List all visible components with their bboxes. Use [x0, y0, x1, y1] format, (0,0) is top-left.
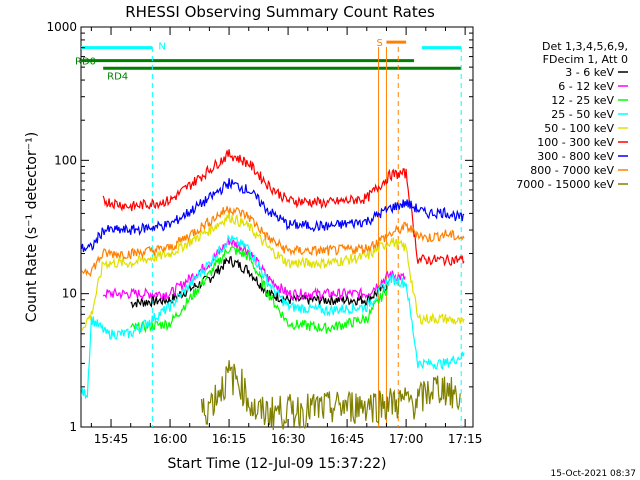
legend-entry-label: 300 - 800 keV	[537, 150, 614, 163]
flag-label: RD4	[107, 71, 128, 82]
legend-title-line: FDecim 1, Att 0	[543, 53, 628, 66]
legend-entry-label: 3 - 6 keV	[565, 66, 614, 79]
x-tick-label: 16:00	[153, 432, 188, 446]
series-line	[80, 178, 465, 253]
x-tick-label: 16:45	[330, 432, 365, 446]
legend-entry-label: 7000 - 15000 keV	[516, 178, 614, 191]
y-tick-label: 1	[69, 420, 77, 434]
series-line	[81, 212, 465, 331]
legend-entry-label: 12 - 25 keV	[551, 94, 614, 107]
plot-frame	[80, 26, 474, 428]
y-tick-label: 100	[54, 153, 77, 167]
y-tick-label: 1000	[46, 20, 77, 34]
flag-label: S	[376, 38, 382, 49]
series-line	[130, 255, 390, 309]
x-tick-label: 16:30	[271, 432, 306, 446]
flag-label: N	[158, 42, 165, 53]
plot-area	[80, 26, 474, 428]
series-line	[130, 246, 390, 335]
axes-layer: 15:45 16:00 16:15 16:30 16:45 17:00 17:15 1 10 10…	[46, 20, 482, 446]
y-tick-label: 10	[62, 287, 77, 301]
legend-entry-label: 100 - 300 keV	[537, 136, 614, 149]
flags-layer: N RD0 RD4 S	[75, 38, 462, 82]
series-layer	[80, 149, 465, 431]
x-tick-label: 16:15	[212, 432, 247, 446]
y-axis-label: Count Rate (s⁻¹ detector⁻¹)	[24, 132, 40, 322]
legend-entry-label: 800 - 7000 keV	[530, 164, 614, 177]
legend-entry-label: 6 - 12 keV	[558, 80, 614, 93]
chart-title: RHESSI Observing Summary Count Rates	[125, 3, 435, 21]
legend-title-line: Det 1,3,4,5,6,9,	[542, 40, 628, 53]
flag-label: RD0	[75, 57, 96, 68]
series-line	[102, 149, 465, 267]
x-tick-label: 15:45	[94, 432, 129, 446]
date-stamp: 15-Oct-2021 08:37	[551, 469, 636, 479]
legend-entry-label: 25 - 50 keV	[551, 108, 614, 121]
legend: Det 1,3,4,5,6,9,FDecim 1, Att 03 - 6 keV…	[516, 40, 628, 191]
x-tick-label: 17:15	[448, 432, 483, 446]
legend-entry-label: 50 - 100 keV	[544, 122, 614, 135]
series-line	[81, 206, 465, 278]
x-axis-label: Start Time (12-Jul-09 15:37:22)	[167, 456, 386, 472]
x-tick-label: 17:00	[389, 432, 424, 446]
series-line	[80, 233, 465, 400]
series-line	[200, 360, 461, 431]
